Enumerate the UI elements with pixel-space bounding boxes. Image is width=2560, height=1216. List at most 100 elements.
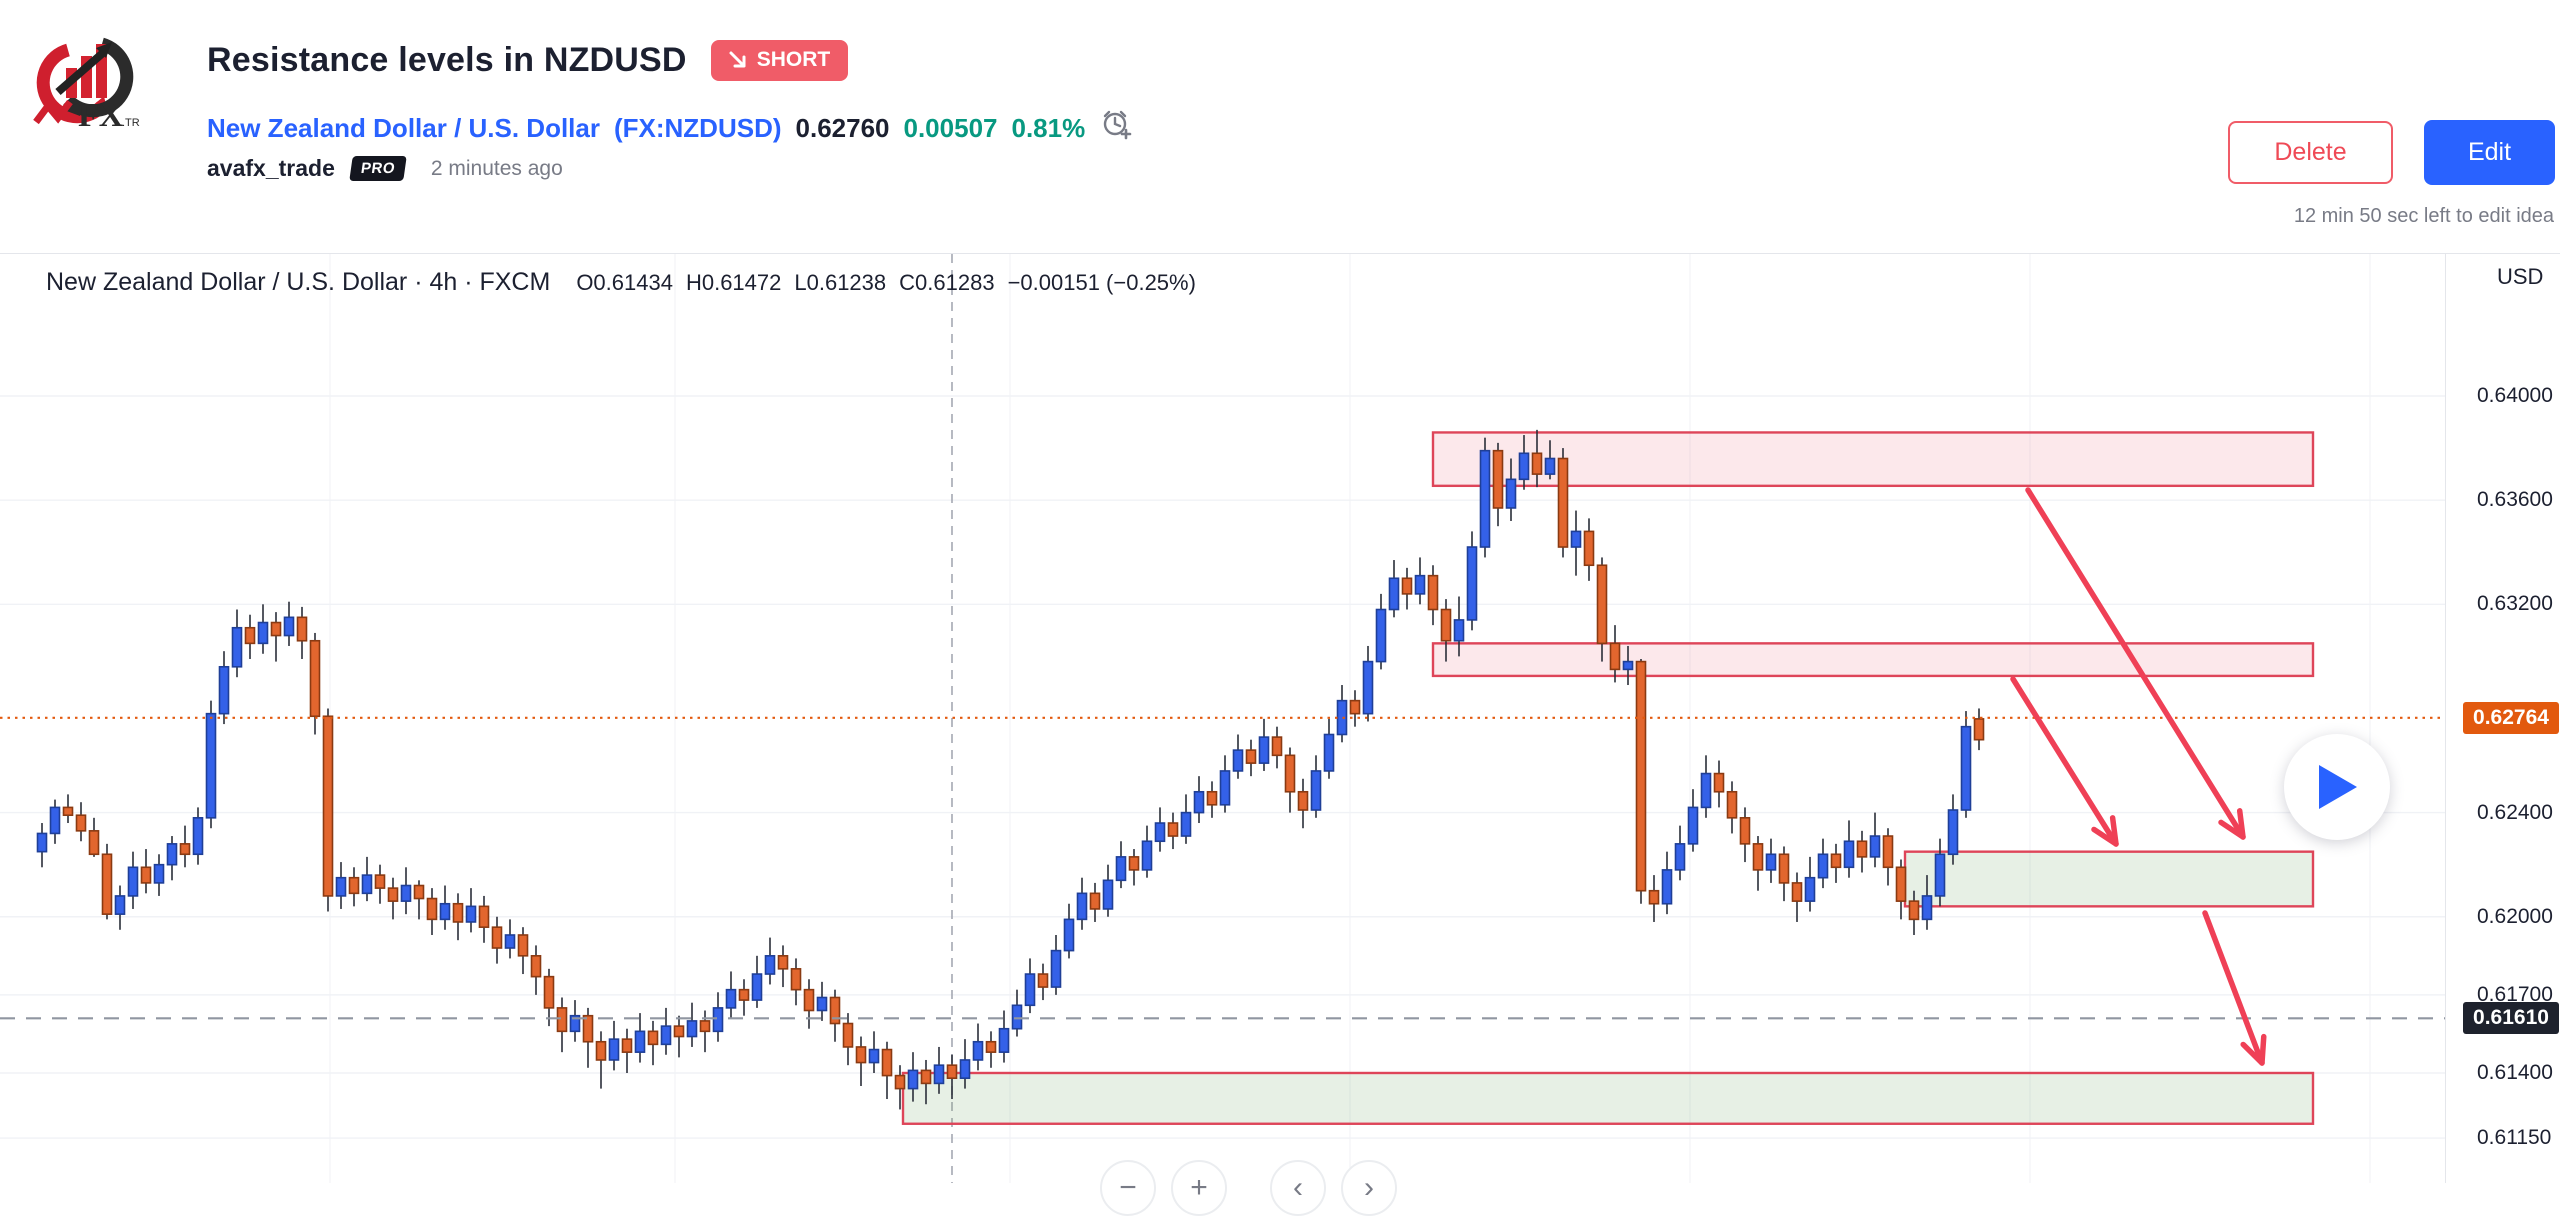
candle-down [1739,807,1751,863]
svg-text:FX: FX [78,97,124,130]
candle-up [1622,645,1634,686]
candle-up [1076,877,1088,930]
candle-down [582,1007,594,1068]
candle-up [751,955,763,1008]
candle-up [1934,838,1946,907]
candle-up [1843,820,1855,878]
candle-down [374,864,386,904]
candle-up [660,1007,672,1055]
price-change-percent: 0.81% [1011,113,1086,143]
candle-down [1973,708,1985,751]
zoom-out-button[interactable]: − [1100,1160,1156,1216]
price-axis-label: 0.63200 [2477,592,2553,616]
scroll-left-button[interactable]: ‹ [1270,1160,1326,1216]
candle-down [1895,859,1907,920]
edit-timer-text: 12 min 50 sec left to edit idea [2293,205,2554,227]
candle-down [1713,760,1725,808]
candle-down [88,817,100,857]
candle-down [920,1059,932,1105]
candle-up [36,823,48,868]
candle-down [1726,781,1738,834]
support-zone [1903,850,2315,908]
avafx-logo: FX .TRAI [33,37,140,130]
candle-down [1557,448,1569,558]
candle-down [855,1036,867,1087]
candle-up [1050,934,1062,995]
candle-up [1102,864,1114,917]
candle-up [1063,903,1075,959]
candle-down [1206,781,1218,818]
candle-up [1947,794,1959,865]
projection-arrow [2202,910,2267,1066]
resistance-zone [1431,642,2315,678]
candle-down [1349,690,1361,727]
candle-up [569,1000,581,1042]
price-axis-label: 0.62000 [2477,904,2553,928]
candle-down [1492,442,1504,527]
candle-down [1297,778,1309,829]
chart-area[interactable]: New Zealand Dollar / U.S. Dollar · 4h · … [0,253,2560,1216]
edit-button[interactable]: Edit [2424,120,2555,185]
candle-up [504,919,516,959]
candle-down [946,1054,958,1100]
candle-up [1323,718,1335,779]
candle-down [699,1010,711,1053]
candle-down [62,794,74,824]
ohlc-close: C0.61283 [899,270,995,295]
candle-down [491,916,503,964]
candle-down [1856,830,1868,873]
candle-up [1115,841,1127,889]
chart-legend-ohlc: O0.61434 H0.61472 L0.61238 C0.61283 −0.0… [576,270,1196,296]
candle-down [322,708,334,912]
candle-down [1037,963,1049,1001]
delete-button[interactable]: Delete [2228,121,2393,184]
candle-up [1336,685,1348,743]
candle-up [816,981,828,1021]
candle-down [478,895,490,943]
price-axis-label: 0.61700 [2477,982,2553,1006]
candle-up [1375,593,1387,670]
ohlc-high: H0.61472 [685,270,782,295]
add-alert-icon[interactable] [1099,107,1133,141]
candle-up [868,1031,880,1073]
symbol-link[interactable]: New Zealand Dollar / U.S. Dollar [207,113,600,143]
symbol-ticker-link[interactable]: (FX:NZDUSD) [613,113,782,143]
candle-up [1388,560,1400,618]
candle-up [1765,838,1777,883]
candle-down [413,880,425,920]
author-name[interactable]: avafx_trade [207,155,335,181]
play-button[interactable] [2284,734,2390,840]
candle-up [465,888,477,933]
zoom-in-button[interactable]: + [1171,1160,1227,1216]
candle-down [647,1020,659,1066]
candle-up [400,867,412,915]
candle-up [127,851,139,909]
candle-up [361,856,373,902]
price-change: 0.00507 [903,113,998,143]
svg-text:.TRAI: .TRAI [122,117,140,129]
candlestick-chart[interactable] [0,254,2560,1183]
ohlc-low: L0.61238 [794,270,887,295]
candle-down [738,979,750,1016]
candle-down [530,945,542,995]
price-axis[interactable]: 0.64000 0.63600 0.63200 0.62400 0.62000 0.617… [2445,254,2560,1183]
projection-arrow [2025,487,2246,840]
candle-down [842,1013,854,1066]
candle-up [1505,458,1517,521]
candle-up [218,651,230,725]
candle-up [192,807,204,865]
candle-down [426,888,438,935]
candle-down [348,867,360,907]
candle-down [452,893,464,941]
candle-down [1427,565,1439,626]
candle-up [231,609,243,678]
candle-up [1453,596,1465,657]
candle-up [634,1013,646,1063]
candle-down [985,1031,997,1068]
candle-down [140,849,152,894]
candle-down [1882,828,1894,886]
candle-up [1141,825,1153,878]
candle-down [621,1028,633,1073]
candle-up [205,700,217,829]
scroll-right-button[interactable]: › [1341,1160,1397,1216]
